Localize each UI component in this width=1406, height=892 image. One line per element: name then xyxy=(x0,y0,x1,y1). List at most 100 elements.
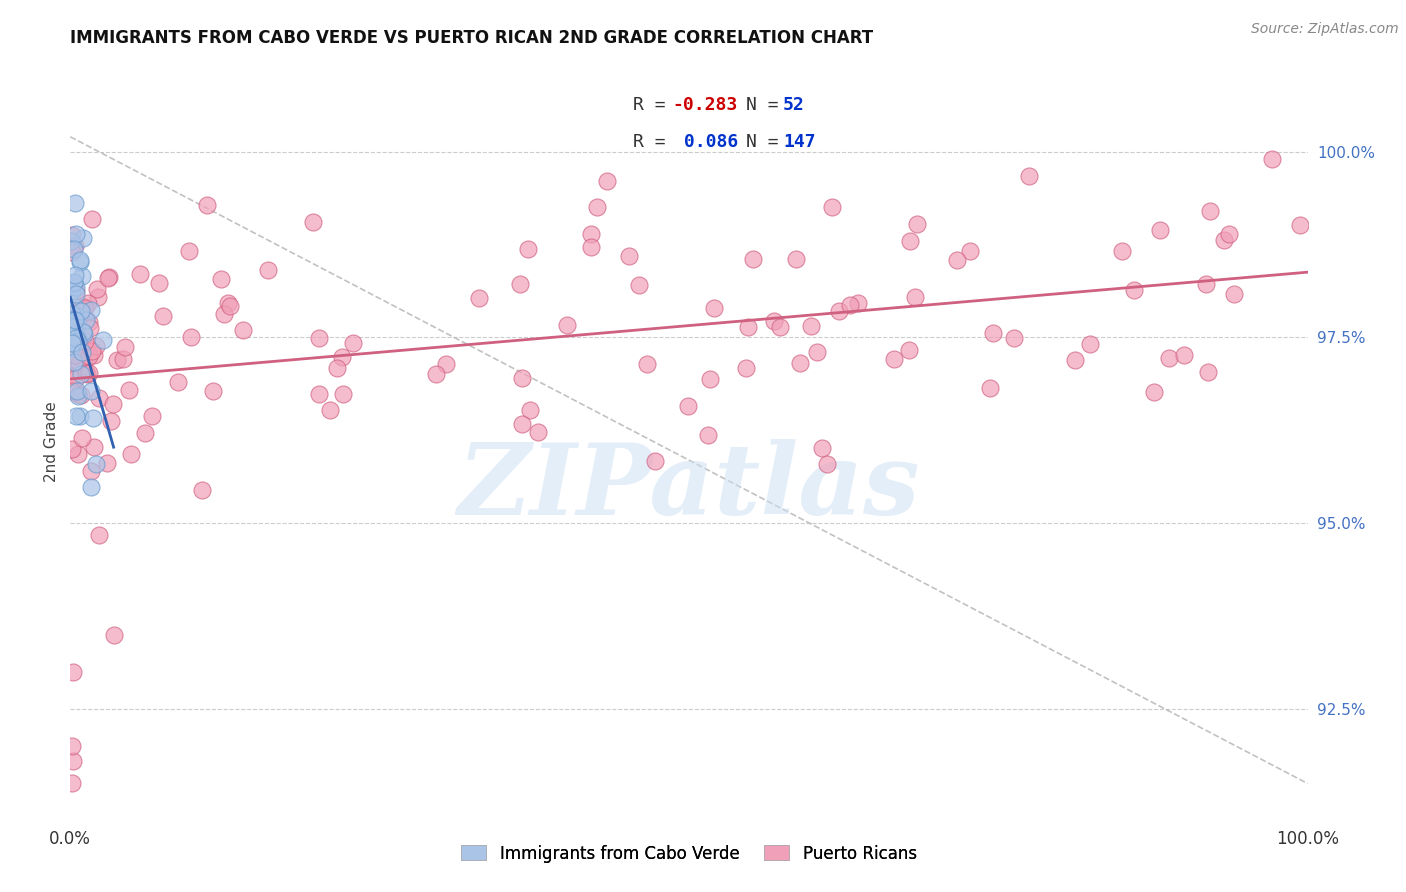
Text: Source: ZipAtlas.com: Source: ZipAtlas.com xyxy=(1251,22,1399,37)
Point xyxy=(217,296,239,310)
Point xyxy=(585,200,607,214)
Point xyxy=(512,371,534,385)
Point xyxy=(72,231,94,245)
Point xyxy=(1123,283,1146,297)
Point xyxy=(1078,336,1101,351)
Point xyxy=(63,276,86,290)
Point xyxy=(70,345,93,359)
Point xyxy=(62,318,84,333)
Point xyxy=(839,298,862,312)
Point xyxy=(811,441,834,455)
Point xyxy=(83,440,105,454)
Point xyxy=(112,351,135,366)
Point xyxy=(65,279,87,293)
Point xyxy=(1111,244,1133,259)
Point xyxy=(741,252,763,267)
Point xyxy=(103,628,125,642)
Point xyxy=(62,754,84,768)
Point xyxy=(1018,169,1040,184)
Text: 0.086: 0.086 xyxy=(673,133,738,151)
Text: IMMIGRANTS FROM CABO VERDE VS PUERTO RICAN 2ND GRADE CORRELATION CHART: IMMIGRANTS FROM CABO VERDE VS PUERTO RIC… xyxy=(70,29,873,47)
Point xyxy=(72,325,94,339)
Point xyxy=(65,371,87,385)
Point xyxy=(697,427,720,442)
Point xyxy=(1149,223,1171,237)
Point xyxy=(93,333,115,347)
Point xyxy=(898,343,921,357)
Point xyxy=(60,313,83,327)
Point xyxy=(148,276,170,290)
Point xyxy=(77,366,100,380)
Point xyxy=(1143,385,1166,400)
Point xyxy=(73,358,96,372)
Point xyxy=(60,776,83,790)
Point xyxy=(979,381,1001,395)
Point xyxy=(59,283,82,297)
Point xyxy=(326,361,349,376)
Text: 52: 52 xyxy=(783,96,804,114)
Point xyxy=(59,234,82,248)
Point xyxy=(76,340,98,354)
Point xyxy=(70,388,93,402)
Point xyxy=(62,311,84,326)
Point xyxy=(815,458,838,472)
Point xyxy=(1173,348,1195,362)
Point xyxy=(209,272,232,286)
Point xyxy=(63,268,86,283)
Point xyxy=(1195,277,1218,291)
Point xyxy=(579,227,602,241)
Point xyxy=(1212,233,1234,247)
Point xyxy=(644,453,666,467)
Point xyxy=(120,447,142,461)
Point xyxy=(59,277,82,291)
Point xyxy=(898,234,921,248)
Point xyxy=(76,367,98,381)
Point xyxy=(129,267,152,281)
Point xyxy=(65,313,87,327)
Point xyxy=(83,348,105,362)
Point xyxy=(959,244,981,258)
Point xyxy=(97,270,120,285)
Point xyxy=(65,327,87,342)
Point xyxy=(66,315,89,329)
Point xyxy=(66,357,89,371)
Point xyxy=(63,348,86,362)
Point xyxy=(301,215,323,229)
Point xyxy=(134,425,156,440)
Point xyxy=(66,334,89,349)
Point xyxy=(87,290,110,304)
Point xyxy=(79,464,101,478)
Point xyxy=(63,195,86,210)
Point xyxy=(65,409,87,424)
Text: ZIPatlas: ZIPatlas xyxy=(458,439,920,535)
Point xyxy=(75,313,97,327)
Point xyxy=(97,270,120,285)
Point xyxy=(80,212,103,227)
Point xyxy=(596,174,619,188)
Point xyxy=(62,325,84,339)
Point xyxy=(86,282,108,296)
Point xyxy=(308,387,330,401)
Point xyxy=(821,200,844,214)
Point xyxy=(1260,152,1282,166)
Point xyxy=(1197,364,1219,378)
Point xyxy=(1289,218,1312,232)
Point xyxy=(59,341,82,355)
Point xyxy=(517,243,540,257)
Point xyxy=(763,314,786,328)
Point xyxy=(65,331,87,345)
Point xyxy=(883,352,905,367)
Point xyxy=(1198,203,1220,218)
Point xyxy=(79,315,101,329)
Point xyxy=(63,239,86,253)
Point xyxy=(342,336,364,351)
Point xyxy=(1157,351,1180,366)
Point xyxy=(330,350,353,364)
Point xyxy=(76,296,98,310)
Point xyxy=(70,368,93,382)
Point xyxy=(62,739,84,754)
Point xyxy=(212,307,235,321)
Point xyxy=(66,447,89,461)
Point xyxy=(82,410,104,425)
Point xyxy=(467,291,489,305)
